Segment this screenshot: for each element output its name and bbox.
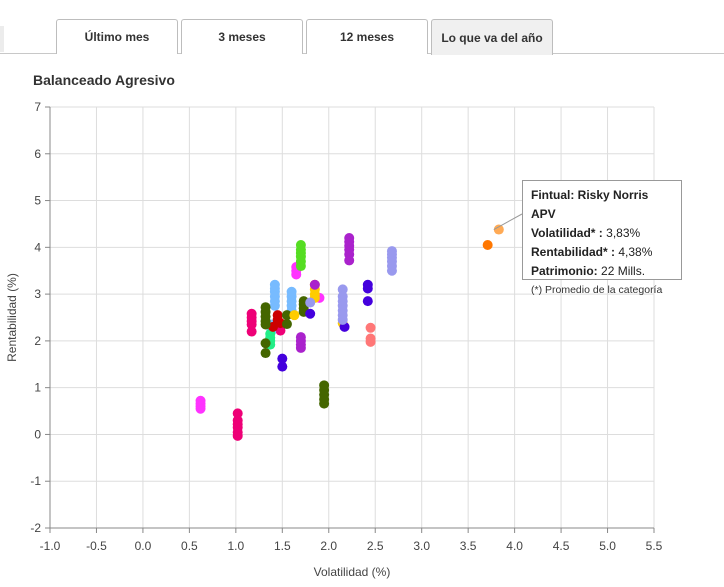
scatter-point[interactable] — [232, 430, 243, 441]
scatter-point[interactable] — [362, 283, 373, 294]
scatter-point[interactable] — [277, 361, 288, 372]
scatter-point[interactable] — [295, 261, 306, 272]
tooltip-pat-label: Patrimonio: — [531, 264, 598, 278]
tab-ultimo-mes[interactable]: Último mes — [56, 19, 178, 54]
y-axis-label: Rentabilidad (%) — [5, 273, 19, 362]
tooltip-connector-line — [493, 213, 523, 230]
y-tick-label: 3 — [34, 287, 41, 301]
scatter-point[interactable] — [362, 296, 373, 307]
x-tick-label: 1.0 — [228, 539, 245, 553]
scatter-point[interactable] — [337, 314, 348, 325]
scatter-point[interactable] — [295, 342, 306, 353]
scatter-point[interactable] — [309, 279, 320, 290]
chart-title: Balanceado Agresivo — [33, 72, 175, 88]
scatter-point[interactable] — [281, 319, 292, 330]
scatter-point[interactable] — [344, 255, 355, 266]
y-tick-label: 1 — [34, 381, 41, 395]
scatter-point[interactable] — [281, 310, 292, 321]
x-tick-label: 4.0 — [506, 539, 523, 553]
tooltip-vol-value: 3,83% — [606, 226, 641, 240]
scatter-point[interactable] — [289, 310, 300, 321]
chart-points — [195, 224, 504, 441]
x-axis-label: Volatilidad (%) — [314, 565, 391, 579]
chart-axes: -1.0 -0.5 0.0 0.5 1.0 1.5 2.0 2.5 3.0 3.5 4.0 4.5 5.… — [30, 100, 662, 553]
x-tick-label: -0.5 — [86, 539, 107, 553]
y-tick-label: 4 — [34, 240, 41, 254]
scatter-point[interactable] — [260, 338, 271, 349]
tooltip-rent-value: 4,38% — [618, 245, 653, 259]
x-tick-label: 5.0 — [599, 539, 616, 553]
tooltip-pat-value: 22 Mills. — [601, 264, 646, 278]
scatter-point[interactable] — [260, 348, 271, 359]
tab-12-meses[interactable]: 12 meses — [306, 19, 428, 54]
scatter-point[interactable] — [386, 265, 397, 276]
scatter-point[interactable] — [195, 403, 206, 414]
tooltip-vol-label: Volatilidad* : — [531, 226, 603, 240]
scatter-point[interactable] — [232, 408, 243, 419]
x-tick-label: 0.0 — [135, 539, 152, 553]
tab-lo-que-va-del-ano[interactable]: Lo que va del año — [431, 19, 553, 55]
scatter-point[interactable] — [365, 322, 376, 333]
y-tick-label: 5 — [34, 194, 41, 208]
y-tick-label: 7 — [34, 100, 41, 114]
scatter-point[interactable] — [493, 224, 504, 235]
y-tick-label: 2 — [34, 334, 41, 348]
scatter-point[interactable] — [482, 239, 493, 250]
chart-grid — [49, 106, 655, 529]
x-tick-label: 3.5 — [460, 539, 477, 553]
scatter-point[interactable] — [365, 336, 376, 347]
x-tick-label: 2.0 — [320, 539, 337, 553]
scatter-point[interactable] — [277, 353, 288, 364]
y-tick-label: -2 — [30, 521, 41, 535]
scatter-point[interactable] — [291, 269, 302, 280]
tab-bar-stub — [0, 26, 4, 52]
scatter-point[interactable] — [260, 319, 271, 330]
y-tick-label: 0 — [34, 427, 41, 441]
tab-3-meses[interactable]: 3 meses — [181, 19, 303, 54]
scatter-point[interactable] — [337, 284, 348, 295]
scatter-point[interactable] — [269, 300, 280, 311]
tooltip-note: (*) Promedio de la categoría — [531, 284, 663, 296]
scatter-point[interactable] — [319, 398, 330, 409]
tab-bar: Último mes 3 meses 12 meses Lo que va de… — [0, 0, 724, 55]
tooltip-connector — [493, 213, 523, 230]
x-tick-label: -1.0 — [40, 539, 61, 553]
scatter-point[interactable] — [246, 326, 257, 337]
x-tick-label: 3.0 — [413, 539, 430, 553]
y-tick-label: -1 — [30, 474, 41, 488]
y-tick-label: 6 — [34, 147, 41, 161]
scatter-point[interactable] — [246, 319, 257, 330]
scatter-point[interactable] — [305, 297, 316, 308]
x-tick-label: 0.5 — [181, 539, 198, 553]
tooltip-fund-name: Fintual: Risky Norris APV — [531, 188, 649, 221]
x-tick-label: 1.5 — [274, 539, 291, 553]
x-tick-label: 2.5 — [367, 539, 384, 553]
scatter-point[interactable] — [305, 308, 316, 319]
x-tick-label: 5.5 — [646, 539, 663, 553]
point-tooltip: Fintual: Risky Norris APV Volatilidad* :… — [522, 180, 682, 296]
tooltip-rent-label: Rentabilidad* : — [531, 245, 616, 259]
x-tick-label: 4.5 — [553, 539, 570, 553]
